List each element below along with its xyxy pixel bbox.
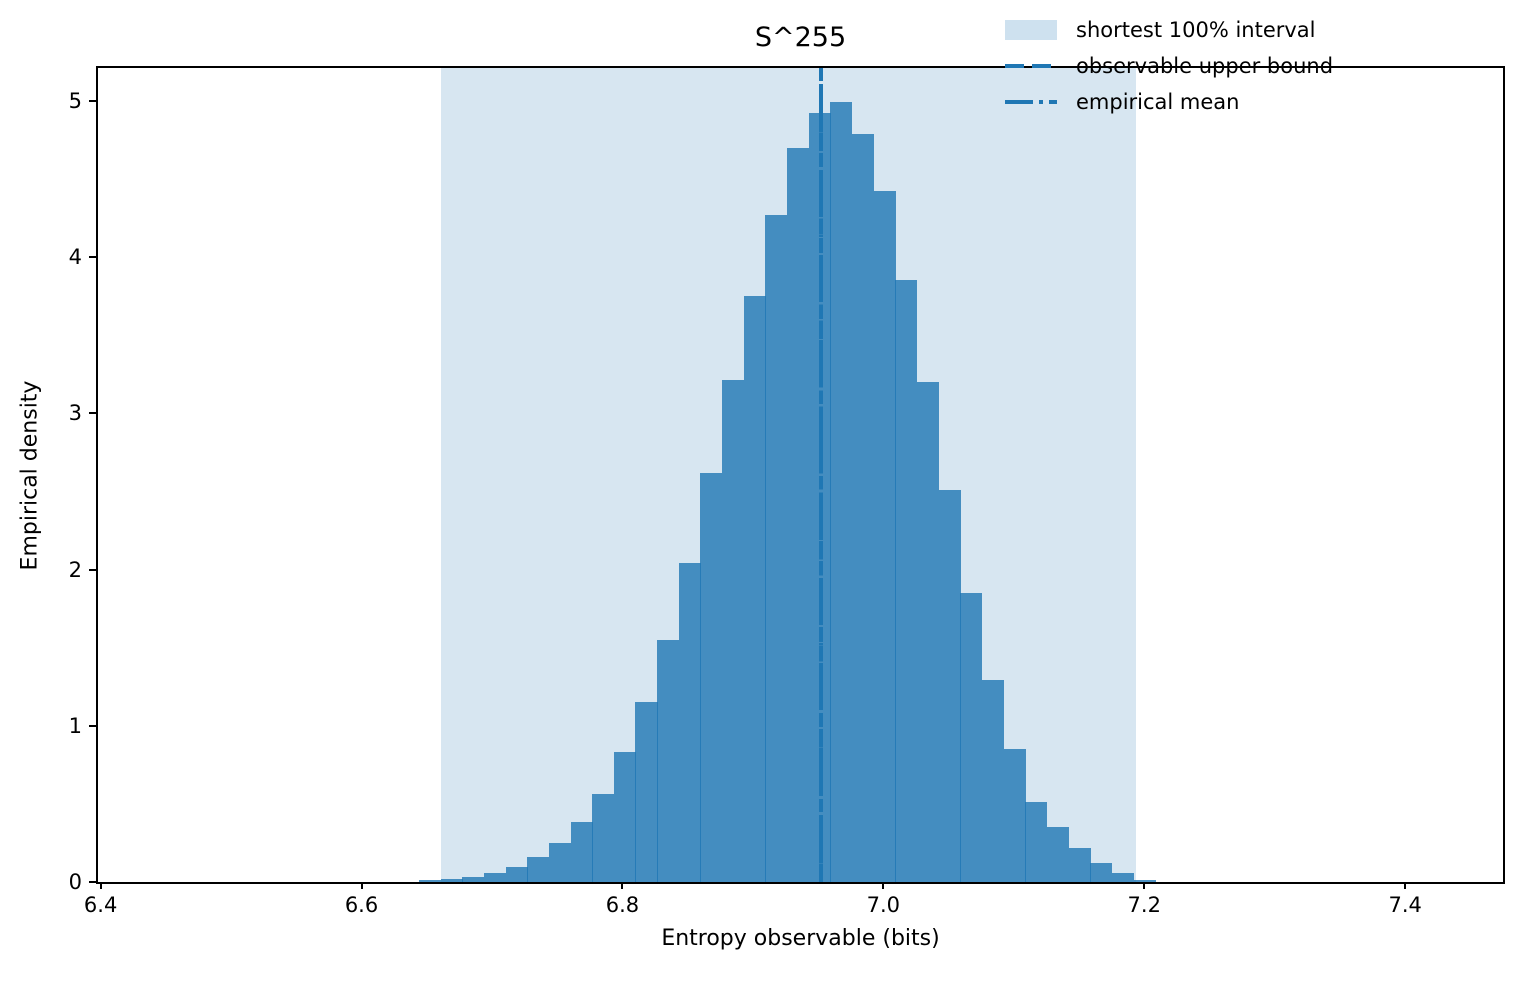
histogram-bar — [483, 872, 506, 882]
histogram-bar — [1090, 863, 1113, 882]
histogram-bar — [418, 880, 441, 882]
histogram-bar — [1025, 802, 1048, 882]
legend-item-upper-bound: observable upper bound — [1005, 48, 1333, 84]
x-tick-label: 6.4 — [83, 893, 118, 917]
interval-patch-icon — [1005, 20, 1057, 40]
y-tick-label: 4 — [68, 245, 82, 270]
histogram-bar — [635, 701, 658, 882]
y-axis-label: Empirical density — [17, 380, 43, 570]
histogram-bar — [981, 680, 1004, 882]
x-tick-mark — [99, 882, 102, 889]
histogram-bar — [1068, 848, 1091, 882]
y-tick-mark — [89, 724, 96, 727]
histogram-bar — [505, 867, 528, 882]
y-tick-mark — [89, 256, 96, 259]
legend-label-mean: empirical mean — [1076, 90, 1240, 114]
dashdot-line-icon — [1005, 100, 1057, 104]
x-tick-label: 6.8 — [605, 893, 640, 917]
histogram-bar — [960, 592, 983, 882]
histogram-bar — [700, 472, 723, 882]
histogram-bar — [613, 751, 636, 882]
histogram-bar — [440, 878, 463, 882]
y-tick-mark — [89, 412, 96, 415]
histogram-bar — [1003, 749, 1026, 882]
histogram-bar — [1046, 826, 1069, 882]
histogram-bar — [787, 147, 810, 882]
legend-label-upper-bound: observable upper bound — [1076, 54, 1334, 78]
histogram-bar — [570, 821, 593, 882]
y-tick-mark — [89, 99, 96, 102]
histogram-bar — [527, 857, 550, 882]
legend-label-interval: shortest 100% interval — [1076, 18, 1316, 42]
histogram-bar — [1111, 872, 1134, 882]
legend: shortest 100% interval observable upper … — [1005, 12, 1333, 120]
histogram-bar — [678, 563, 701, 882]
y-tick-label: 2 — [68, 557, 82, 582]
x-axis-label: Entropy observable (bits) — [661, 926, 940, 951]
histogram-bar — [1133, 879, 1156, 882]
histogram-bar — [765, 214, 788, 882]
x-tick-label: 6.6 — [344, 893, 379, 917]
histogram-bar — [916, 382, 940, 882]
y-tick-label: 1 — [68, 713, 82, 738]
legend-item-mean: empirical mean — [1005, 84, 1333, 120]
y-tick-mark — [89, 568, 96, 571]
histogram-bar — [592, 793, 615, 882]
x-tick-mark — [882, 882, 885, 889]
histogram-bar — [895, 280, 918, 882]
x-tick-label: 7.4 — [1388, 893, 1422, 917]
plot-area: 6.4 6.6 6.8 7.0 7.2 7.4 0 1 2 3 4 5 — [69, 66, 1505, 917]
histogram-bar — [938, 489, 961, 882]
x-tick-mark — [360, 882, 363, 889]
y-tick-label: 5 — [68, 88, 82, 113]
y-tick-label: 0 — [68, 870, 82, 894]
x-tick-label: 7.0 — [866, 893, 901, 917]
histogram-bar — [873, 191, 896, 882]
histogram-bar — [743, 296, 766, 882]
histogram-bar — [548, 842, 571, 882]
x-tick-mark — [1143, 882, 1146, 889]
y-tick-mark — [89, 881, 96, 883]
x-tick-mark — [1404, 882, 1407, 889]
histogram-bar — [657, 639, 680, 882]
dashed-line-icon — [1005, 64, 1057, 68]
x-tick-mark — [621, 882, 624, 889]
y-tick-label: 3 — [68, 401, 82, 426]
histogram-bar — [722, 380, 745, 882]
legend-item-interval: shortest 100% interval — [1005, 12, 1333, 48]
x-tick-label: 7.2 — [1127, 893, 1161, 917]
histogram-bar — [462, 877, 485, 882]
histogram-bar — [830, 102, 853, 882]
histogram-bar — [852, 133, 875, 882]
empirical-mean-line — [818, 68, 823, 882]
chart-title: S^255 — [754, 22, 847, 53]
